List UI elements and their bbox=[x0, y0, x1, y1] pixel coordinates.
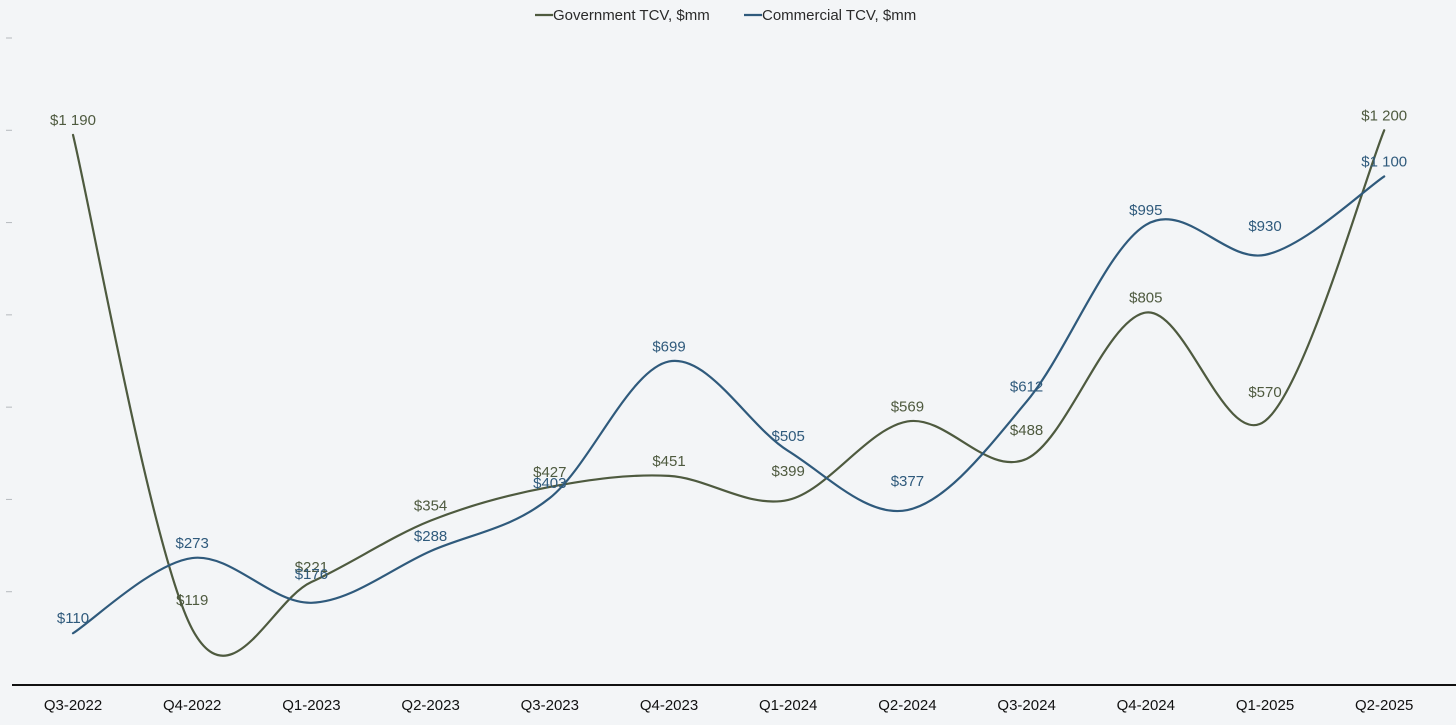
government-data-label: $805 bbox=[1129, 290, 1162, 307]
government-data-label: $221 bbox=[295, 559, 328, 576]
x-tick-label: Q1-2024 bbox=[759, 697, 817, 714]
commercial-data-label: $930 bbox=[1248, 218, 1281, 235]
x-tick-label: Q4-2022 bbox=[163, 697, 221, 714]
government-data-label: $427 bbox=[533, 464, 566, 481]
commercial-data-label: $995 bbox=[1129, 202, 1162, 219]
commercial-data-label: $110 bbox=[57, 610, 89, 627]
x-tick-label: Q2-2023 bbox=[401, 697, 459, 714]
government-data-label: $354 bbox=[414, 498, 447, 515]
commercial-data-label: $505 bbox=[772, 428, 805, 445]
x-tick-label: Q3-2022 bbox=[44, 697, 102, 714]
x-tick-label: Q2-2024 bbox=[878, 697, 936, 714]
commercial-data-label: $1 100 bbox=[1361, 153, 1407, 170]
commercial-data-label: $176 bbox=[295, 566, 328, 583]
government-data-label: $488 bbox=[1010, 422, 1043, 439]
commercial-data-label: $377 bbox=[891, 473, 924, 490]
x-tick-label: Q4-2023 bbox=[640, 697, 698, 714]
commercial-legend-label: Commercial TCV, $mm bbox=[762, 7, 916, 24]
commercial-data-label: $288 bbox=[414, 528, 447, 545]
government-data-label: $570 bbox=[1248, 384, 1281, 401]
lines-layer bbox=[71, 129, 1386, 657]
x-tick-label: Q1-2023 bbox=[282, 697, 340, 714]
x-tick-label: Q1-2025 bbox=[1236, 697, 1294, 714]
commercial-data-label: $273 bbox=[176, 535, 209, 552]
commercial-data-label: $699 bbox=[652, 338, 685, 355]
x-tick-label: Q4-2024 bbox=[1117, 697, 1175, 714]
x-tick-label: Q2-2025 bbox=[1355, 697, 1413, 714]
x-tick-label: Q3-2023 bbox=[521, 697, 579, 714]
commercial-series-line bbox=[71, 175, 1386, 635]
government-data-label: $569 bbox=[891, 398, 924, 415]
government-series-line bbox=[71, 129, 1386, 657]
government-data-label: $119 bbox=[176, 592, 208, 609]
commercial-data-label: $403 bbox=[533, 475, 566, 492]
government-data-label: $1 200 bbox=[1361, 107, 1407, 124]
commercial-data-label: $612 bbox=[1010, 379, 1043, 396]
government-data-label: $451 bbox=[652, 453, 685, 470]
government-data-label: $399 bbox=[772, 463, 805, 480]
government-data-label: $1 190 bbox=[50, 112, 96, 129]
x-tick-label: Q3-2024 bbox=[997, 697, 1055, 714]
government-legend-label: Government TCV, $mm bbox=[553, 7, 710, 24]
labels-layer: $1 190 $119 $221 $354 $427 $451 $399 $569 $488 $8… bbox=[50, 107, 1407, 627]
legend: Government TCV, $mm Commercial TCV, $mm bbox=[535, 7, 916, 24]
axis-layer: Q3-2022 Q4-2022 Q1-2023 Q2-2023 Q3-2023 Q4-20… bbox=[6, 37, 1456, 714]
